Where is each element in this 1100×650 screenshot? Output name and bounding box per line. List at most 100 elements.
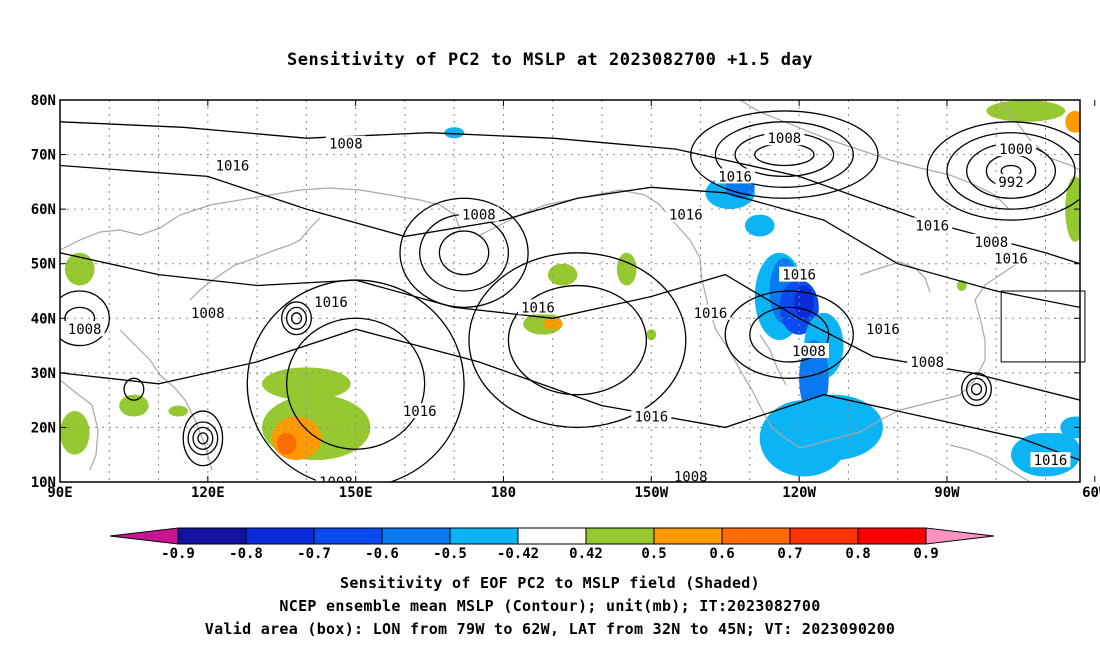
isobar-7-0 (123, 377, 145, 401)
shaded-region-31 (646, 329, 657, 341)
isobar-wave-3 (60, 328, 1080, 461)
shaded-region-2 (744, 214, 775, 237)
isobar-3-1 (286, 306, 308, 330)
contour-label-bg (64, 321, 105, 337)
lat-label: 10N (31, 475, 56, 491)
contour-label-bg (315, 474, 356, 482)
contour-label-bg (907, 353, 948, 369)
colorbar-box-4 (449, 527, 519, 545)
shaded-region-10 (784, 394, 883, 461)
contour-label-bg (715, 168, 756, 184)
isobar-wave-2 (60, 252, 1080, 401)
contour-label-24: 1016 (1034, 453, 1068, 469)
contour-label-6: 992 (998, 175, 1023, 191)
contour-label-1: 1016 (216, 158, 250, 174)
plot-frame (59, 99, 1081, 483)
contour-label-18: 1008 (792, 344, 826, 360)
lon-label: 180 (491, 485, 516, 501)
isobar-3-2 (281, 301, 312, 336)
shaded-region-30 (956, 280, 967, 291)
lon-label: 150E (339, 485, 373, 501)
colorbar-tick-label: 0.42 (569, 546, 603, 562)
shaded-region-23 (64, 252, 95, 286)
contour-label-0: 1008 (329, 137, 363, 153)
contour-label-bg (631, 408, 672, 424)
colorbar-tick-label: -0.9 (161, 546, 195, 562)
isobar-2-2 (399, 197, 529, 309)
coastline-layer (60, 100, 1080, 482)
contour-label-bg (991, 250, 1032, 266)
shaded-region-27 (986, 100, 1066, 122)
lon-label: 60W (1082, 485, 1100, 501)
colorbar-tick-label: -0.6 (365, 546, 399, 562)
valid-area-rect (1000, 290, 1086, 363)
shaded-region-29 (1065, 110, 1080, 133)
colorbar-tick-label: 0.7 (777, 546, 802, 562)
lat-label: 40N (31, 311, 56, 327)
caption-shading: Sensitivity of EOF PC2 to MSLP field (Sh… (340, 574, 760, 592)
contour-label-3: 1016 (718, 169, 752, 185)
contour-label-21: 1016 (634, 410, 668, 426)
colorbar-box-1 (245, 527, 315, 545)
isobar-1-3 (946, 132, 1076, 210)
caption-contour: NCEP ensemble mean MSLP (Contour); unit(… (279, 597, 821, 615)
contour-label-bg (670, 468, 711, 482)
contour-label-19: 1008 (910, 355, 944, 371)
contour-label-8: 1016 (915, 219, 949, 235)
isobar-0-2 (714, 121, 854, 188)
colorbar-tick-label: 0.6 (709, 546, 734, 562)
colorbar-tick-label: -0.42 (497, 546, 539, 562)
shaded-region-21 (547, 263, 578, 286)
isobar-5-0 (197, 432, 209, 445)
contour-label-11: 1016 (314, 295, 348, 311)
contour-label-bg (971, 233, 1012, 249)
contour-label-16: 1016 (694, 306, 728, 322)
lon-label: 90W (934, 485, 960, 501)
contour-label-bg (311, 293, 352, 309)
isobar-0-3 (690, 110, 879, 199)
contour-label-7: 1008 (462, 208, 496, 224)
shaded-region-22 (616, 252, 637, 286)
shaded-region-13 (1060, 416, 1080, 439)
contour-label-bg (788, 343, 829, 359)
colorbar-box-8 (721, 527, 791, 545)
contour-label-23: 1008 (674, 470, 708, 486)
colorbar-tick-label: -0.7 (297, 546, 331, 562)
contour-label-bg (779, 266, 820, 282)
axis-ticks (59, 99, 1096, 483)
shaded-region-18 (262, 367, 351, 401)
shaded-region-17 (276, 432, 297, 455)
contour-label-bg (187, 304, 228, 320)
contour-label-2: 1008 (767, 131, 801, 147)
colorbar-box-7 (653, 527, 723, 545)
contour-label-bg (458, 206, 499, 222)
lat-lon-gridlines (60, 100, 1080, 482)
shaded-region-24 (60, 411, 90, 455)
colorbar-box-10 (857, 527, 927, 545)
contour-label-bg (995, 173, 1027, 189)
lon-label: 120E (191, 485, 225, 501)
contour-label-bg (764, 130, 805, 146)
contour-label-22: 1008 (319, 475, 353, 491)
isobar-wave-1 (60, 164, 1080, 309)
colorbar-tick-label: 0.9 (913, 546, 938, 562)
isobar-wave-0 (60, 121, 1080, 265)
contour-label-bg (862, 321, 903, 337)
contour-label-9: 1008 (974, 235, 1008, 251)
isobar-2-0 (438, 230, 490, 276)
colorbar-box-5 (517, 527, 587, 545)
isobar-1-4 (926, 121, 1080, 221)
lon-label: 120W (782, 485, 816, 501)
isobar-8-0 (749, 306, 830, 363)
colorbar-box-3 (381, 527, 451, 545)
shaded-region-14 (444, 127, 465, 139)
mslp-contour-layer (60, 110, 1080, 482)
contour-label-13: 1008 (68, 322, 102, 338)
shaded-region-20 (542, 318, 563, 330)
contour-label-bg (517, 299, 558, 315)
shaded-region-26 (168, 405, 189, 417)
lon-label: 150W (634, 485, 668, 501)
lat-label: 50N (31, 257, 56, 273)
shaded-region-6 (794, 285, 814, 319)
